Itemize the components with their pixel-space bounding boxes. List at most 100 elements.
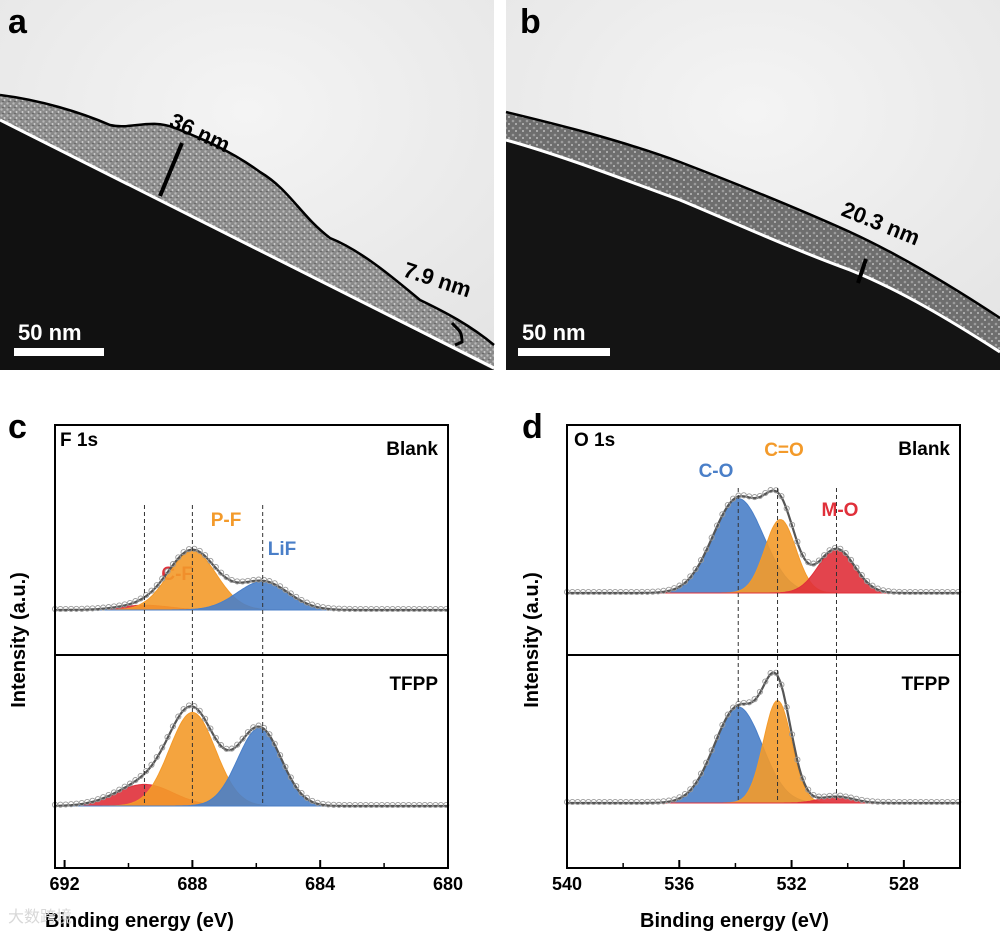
chart-d-blank-data-point xyxy=(676,582,683,589)
chart-c-xlabel: Binding energy (eV) xyxy=(45,910,234,932)
chart-c-blank-data-point xyxy=(266,578,273,585)
chart-d-blank-data-point xyxy=(730,495,737,502)
chart-c-blank-data-point xyxy=(164,568,171,575)
panel-b-letter: b xyxy=(520,3,541,41)
watermark: 大数跨境 xyxy=(8,907,72,926)
chart-c-tfpp-data-point xyxy=(260,724,268,731)
chart-d-tfpp-data-point xyxy=(703,759,710,766)
chart-c-tfpp-data-point xyxy=(126,780,134,787)
chart-c-blank-data-point xyxy=(191,545,198,552)
chart-c-blank-data-point xyxy=(153,582,160,589)
panel-a-thin-marker xyxy=(450,322,464,347)
chart-d-tfpp-data-point xyxy=(730,704,737,711)
panel-b-tem: 20.3 nm b 50 nm xyxy=(505,0,1000,370)
chart-d-blank-peak-c-eq-o xyxy=(567,519,960,594)
chart-d-blank-data-point xyxy=(789,521,796,528)
chart-c-blank-data-point xyxy=(207,557,214,564)
chart-c-blank-data-point xyxy=(159,575,166,582)
chart-c-tfpp-data-point xyxy=(105,791,112,799)
chart-c-tfpp-data-point xyxy=(234,741,241,748)
panel-b-scale-bar xyxy=(518,348,610,356)
chart-c-blank-data-point xyxy=(271,580,278,587)
chart-d-blank-data-point xyxy=(697,557,705,564)
chart-d-tfpp-data-point xyxy=(778,681,785,688)
panel-b-interface-line xyxy=(505,138,1000,354)
chart-c-tick-label: 688 xyxy=(177,874,207,894)
chart-d-label-c-eq-o: C=O xyxy=(764,440,804,461)
chart-c-label-lif: LiF xyxy=(268,539,297,560)
chart-c-tfpp-data-point xyxy=(266,731,273,738)
chart-d-tfpp-data-point xyxy=(676,794,683,801)
chart-c-tfpp-data-point xyxy=(121,783,128,790)
chart-d-tfpp-data-point xyxy=(762,678,769,685)
chart-d-tick-label: 532 xyxy=(777,874,807,894)
chart-c-label-pf: P-F xyxy=(211,510,242,531)
panel-a-scale-bar xyxy=(14,348,104,356)
chart-d-tfpp-data-point xyxy=(799,775,806,782)
panel-b-particle xyxy=(506,140,1000,370)
chart-d-blank-data-point xyxy=(724,501,731,509)
chart-c-tfpp-data-point xyxy=(169,723,176,730)
chart-c-blank-data-point xyxy=(175,554,182,561)
chart-c-blank-data-point xyxy=(169,561,176,568)
chart-c-blank-data-point xyxy=(196,547,203,554)
chart-c-blank-data-point xyxy=(293,593,300,600)
chart-d-blank-data-point xyxy=(837,545,844,552)
chart-d-blank-data-point xyxy=(714,522,721,529)
chart-d-tick-label: 528 xyxy=(889,874,919,894)
chart-d-blank-data-point xyxy=(794,538,801,545)
chart-d-tfpp-data-point xyxy=(810,791,817,799)
chart-c-top-label: Blank xyxy=(386,439,438,460)
panel-b-scale-label: 50 nm xyxy=(522,320,586,345)
chart-c-blank-data-point xyxy=(287,590,294,597)
panel-a-tem: 36 nm 7.9 nm a 50 nm xyxy=(0,0,495,370)
chart-c-tfpp-data-point xyxy=(207,725,214,732)
panel-a-sei-layer xyxy=(0,95,494,370)
chart-d-bottom-label: TFPP xyxy=(901,674,950,695)
panel-a-thickness-bar xyxy=(158,142,184,197)
chart-d-tfpp-peak-c-eq-o xyxy=(567,700,960,804)
chart-c-tfpp-data-point xyxy=(255,722,262,729)
chart-c-tfpp-data-point xyxy=(277,752,284,759)
chart-c-blank-data-point xyxy=(282,586,289,593)
chart-c-tfpp-data-point xyxy=(287,774,294,781)
chart-d-blank-data-point xyxy=(772,487,780,494)
chart-c-tfpp-data-point xyxy=(132,777,139,784)
chart-c-blank-peak-lif xyxy=(55,581,448,611)
chart-c-blank-data-point xyxy=(223,574,230,581)
chart-d-o1s: d O 1s Blank TFPP C-O C=O M-O Binding en… xyxy=(521,408,962,932)
chart-d-blank-data-point xyxy=(799,551,806,558)
chart-d-blank-data-point xyxy=(842,550,849,557)
chart-c-tfpp-data-point xyxy=(164,734,171,741)
chart-d-blank-data-point xyxy=(810,560,817,567)
chart-d-tfpp-data-point xyxy=(724,711,731,718)
chart-d-blank-data-point xyxy=(847,556,855,563)
chart-c-tick-label: 680 xyxy=(433,874,463,894)
chart-d-blank-data-point xyxy=(874,585,881,592)
chart-d-tfpp-data-point xyxy=(708,747,715,754)
chart-c-tfpp-data-point xyxy=(94,796,101,803)
chart-d-blank-data-point xyxy=(762,489,769,497)
chart-c-tfpp-data-point xyxy=(202,715,209,722)
chart-c-blank-data-point xyxy=(143,592,150,599)
chart-c-tfpp-data-point xyxy=(143,768,150,775)
chart-d-tfpp-data-point xyxy=(719,721,726,728)
chart-c-title: F 1s xyxy=(60,430,98,451)
chart-d-tfpp-data-point xyxy=(772,669,780,676)
chart-d-blank-data-point xyxy=(703,546,710,553)
chart-d-ylabel: Intensity (a.u.) xyxy=(521,572,543,708)
chart-d-tfpp-data-point xyxy=(714,734,721,741)
chart-d-blank-data-point xyxy=(687,573,694,580)
chart-c-blank-data-point xyxy=(137,595,144,602)
chart-c-bottom-label: TFPP xyxy=(389,674,438,695)
chart-c-blank-data-point xyxy=(309,601,316,608)
chart-c-tfpp-data-point xyxy=(250,724,257,731)
chart-c-blank-data-point xyxy=(303,599,310,606)
chart-c-tfpp-data-point xyxy=(293,783,300,790)
chart-c-blank-data-point xyxy=(126,599,134,607)
chart-c-blank-data-point xyxy=(298,596,305,604)
chart-d-tfpp-data-point xyxy=(697,770,705,777)
chart-d-blank-data-point xyxy=(692,566,699,573)
chart-c-frame xyxy=(54,424,449,869)
chart-d-tfpp-data-point xyxy=(783,704,790,711)
